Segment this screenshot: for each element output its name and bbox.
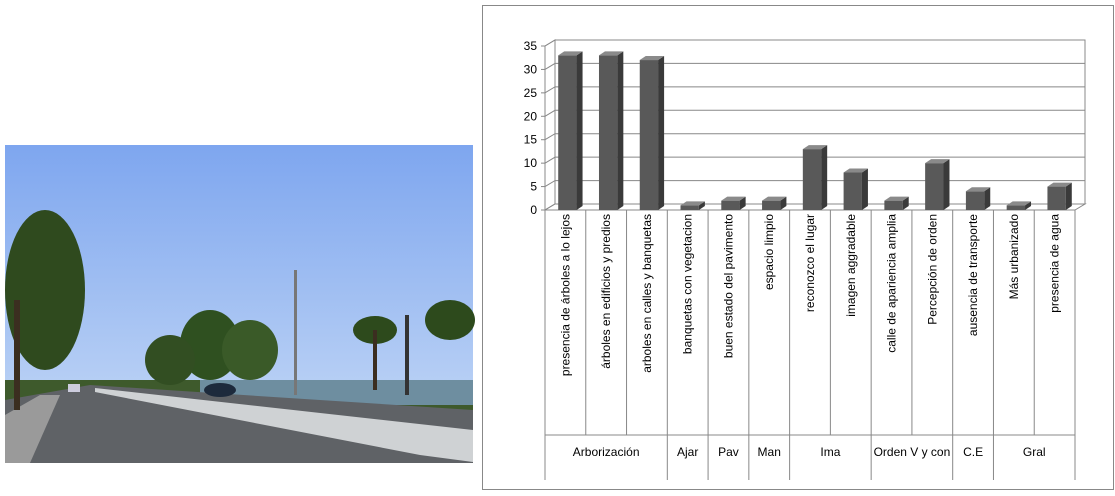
bar-side: [780, 196, 787, 210]
y-tick-label: 35: [524, 39, 538, 53]
y-tick-label: 20: [524, 109, 538, 123]
x-tick-label: espacio limpio: [762, 214, 776, 290]
bar-top: [1047, 182, 1072, 187]
bar-top: [965, 187, 991, 192]
bar-side: [698, 201, 705, 210]
grid-line: [544, 109, 1085, 117]
x-tick-label: reconozco el lugar: [803, 214, 817, 312]
x-tick-label: banquetas con vegetacion: [681, 214, 695, 354]
group-label: Ajar: [677, 445, 698, 459]
x-tick-label: calle de apariencia amplia: [885, 214, 899, 353]
group-label: Pav: [718, 445, 739, 459]
x-tick-label: Percepción de orden: [925, 214, 939, 325]
x-tick-label: arboles en calles y banquetas: [640, 214, 654, 373]
group-label: Ima: [820, 445, 840, 459]
bar: [680, 205, 699, 210]
bar-side: [1025, 201, 1032, 210]
bar-side: [617, 51, 624, 210]
bar-side: [1065, 182, 1072, 210]
bar: [558, 55, 577, 210]
bar: [762, 200, 781, 210]
bar-top: [843, 168, 868, 173]
group-label: Orden V y con: [874, 445, 951, 459]
photo: [5, 145, 475, 463]
grid-line: [544, 62, 1085, 70]
chart: 0 5 10 15 20 25 30 35 presencia de árboles a lo …: [524, 39, 1087, 480]
bar: [802, 149, 822, 210]
group-label: Gral: [1023, 445, 1046, 459]
x-tick-label: árboles en edificios y predios: [599, 214, 613, 369]
bar-top: [802, 145, 828, 150]
grid-line: [544, 156, 1085, 164]
bar-top: [1006, 201, 1032, 206]
group-label: C.E: [963, 445, 983, 459]
bar-top: [558, 51, 583, 56]
bar: [598, 55, 618, 210]
grid-line: [544, 39, 1085, 47]
bar-top: [884, 196, 909, 201]
bar-top: [762, 196, 787, 201]
side-wall: [544, 39, 556, 211]
group-label: Arborización: [573, 445, 640, 459]
bar: [884, 200, 903, 210]
bar: [639, 60, 659, 210]
y-tick-label: 0: [530, 203, 537, 217]
y-tick-label: 15: [524, 133, 538, 147]
bar: [843, 172, 862, 210]
bar-top: [598, 51, 624, 56]
bar-side: [861, 168, 868, 210]
x-tick-label: imagen aggradable: [844, 214, 858, 317]
bar-side: [821, 145, 828, 210]
bar-side: [943, 159, 950, 210]
bar-side: [902, 196, 909, 210]
x-tick-label: presencia de árboles a lo lejos: [558, 214, 572, 376]
x-tick-label: Más urbanizado: [1007, 214, 1021, 300]
bar-top: [925, 159, 950, 164]
x-tick-label: presencia de agua: [1048, 214, 1062, 313]
grid-line: [544, 133, 1085, 141]
bar: [965, 191, 985, 210]
grid-line: [544, 86, 1085, 94]
bar-side: [576, 51, 583, 210]
grid-line: [544, 180, 1085, 188]
x-tick-label: buen estado del pavimento: [721, 214, 735, 358]
group-label: Man: [758, 445, 781, 459]
y-tick-label: 30: [524, 62, 538, 76]
bar-top: [680, 201, 705, 206]
y-tick-label: 5: [530, 180, 537, 194]
bar-side: [984, 187, 991, 210]
bar: [721, 200, 740, 210]
y-tick-label: 10: [524, 156, 538, 170]
bar-side: [739, 196, 746, 210]
x-tick-label: ausencia de transporte: [966, 214, 980, 336]
bar-top: [639, 56, 665, 61]
bar: [1047, 186, 1066, 210]
y-tick-label: 25: [524, 86, 538, 100]
bar: [925, 163, 944, 210]
bar: [1006, 205, 1026, 210]
bar-top: [721, 196, 746, 201]
bar-side: [658, 56, 665, 210]
